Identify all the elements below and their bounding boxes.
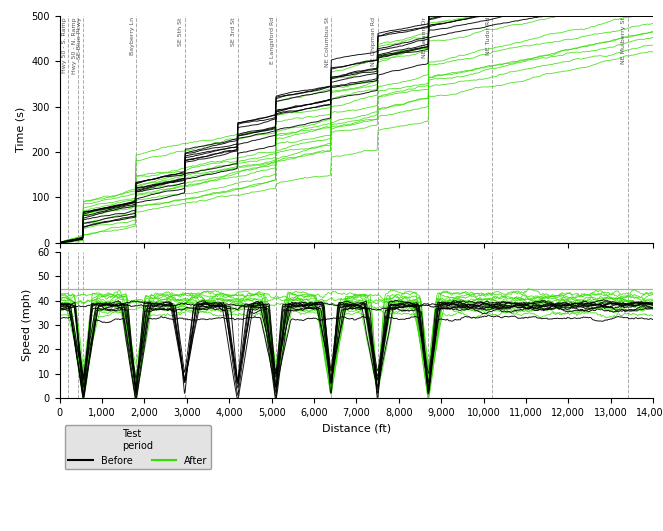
- Y-axis label: Time (s): Time (s): [16, 107, 26, 152]
- Text: E Langsford Rd: E Langsford Rd: [270, 17, 274, 64]
- Text: SE 5th St: SE 5th St: [178, 17, 184, 46]
- Text: Bayberry Ln: Bayberry Ln: [130, 17, 135, 55]
- Text: NE Mulberry St: NE Mulberry St: [621, 17, 627, 64]
- Legend: Before, After: Before, After: [64, 425, 211, 469]
- Text: SE Blue Pkwy: SE Blue Pkwy: [77, 17, 82, 59]
- Text: NE Chipman Rd: NE Chipman Rd: [371, 17, 377, 66]
- Text: Hwy 50 - N. Ramp: Hwy 50 - N. Ramp: [72, 17, 77, 74]
- Text: SE 3rd St: SE 3rd St: [231, 17, 237, 46]
- Text: NE Swann Dr: NE Swann Dr: [422, 17, 427, 58]
- Text: Hwy 50 - S. Ramp: Hwy 50 - S. Ramp: [62, 17, 67, 73]
- X-axis label: Distance (ft): Distance (ft): [322, 424, 391, 433]
- Text: NE Tudor Rd: NE Tudor Rd: [486, 17, 491, 55]
- Y-axis label: Speed (mph): Speed (mph): [22, 289, 32, 361]
- Text: NE Columbus St: NE Columbus St: [325, 17, 330, 67]
